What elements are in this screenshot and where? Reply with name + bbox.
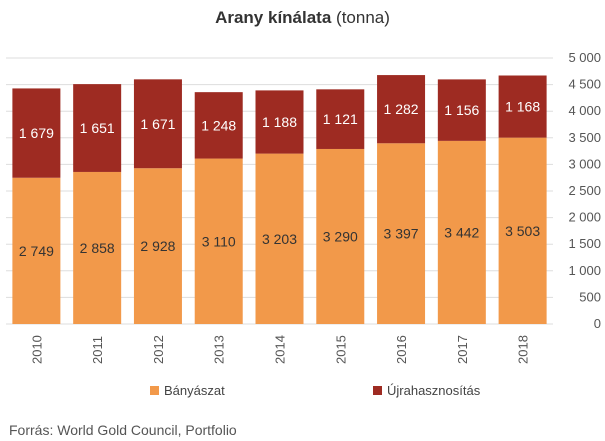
y-tick-label: 1 500 — [568, 236, 601, 251]
bar-segment-mining — [12, 177, 61, 324]
legend-item-mining: Bányászat — [150, 383, 225, 398]
bar-segment-mining — [498, 137, 547, 324]
bar-segment-recycling — [437, 79, 486, 141]
legend-label-recycling: Újrahasznosítás — [387, 383, 481, 398]
legend-swatch-mining — [150, 386, 159, 395]
y-tick-label: 0 — [594, 316, 601, 331]
x-tick-label: 2018 — [516, 335, 531, 364]
data-label-mining: 3 397 — [384, 226, 419, 242]
bar-segment-recycling — [255, 90, 304, 154]
bar-segment-mining — [377, 143, 426, 324]
data-label-recycling: 1 156 — [444, 102, 479, 118]
data-label-mining: 3 290 — [323, 228, 358, 244]
data-label-recycling: 1 188 — [262, 114, 297, 130]
source-note: Forrás: World Gold Council, Portfolio — [9, 422, 237, 438]
x-tick-label: 2012 — [151, 335, 166, 364]
y-tick-label: 2 500 — [568, 183, 601, 198]
bar-segment-recycling — [73, 84, 122, 172]
y-tick-label: 2 000 — [568, 210, 601, 225]
x-tick-label: 2016 — [394, 335, 409, 364]
bar-segment-mining — [316, 148, 365, 324]
bar-segment-recycling — [133, 79, 182, 169]
data-label-mining: 2 749 — [19, 243, 54, 259]
y-tick-label: 3 500 — [568, 130, 601, 145]
bar-segment-recycling — [377, 75, 426, 144]
data-label-recycling: 1 282 — [384, 101, 419, 117]
y-tick-label: 4 500 — [568, 77, 601, 92]
data-label-recycling: 1 651 — [80, 120, 115, 136]
data-label-mining: 2 858 — [80, 240, 115, 256]
x-tick-label: 2011 — [90, 336, 105, 364]
legend-item-recycling: Újrahasznosítás — [373, 383, 480, 398]
data-label-mining: 2 928 — [140, 238, 175, 254]
x-tick-label: 2015 — [333, 335, 348, 364]
y-tick-label: 1 000 — [568, 263, 601, 278]
x-tick-label: 2014 — [273, 335, 288, 364]
data-label-recycling: 1 248 — [201, 117, 236, 133]
data-label-mining: 3 110 — [202, 233, 236, 249]
chart-title-unit: (tonna) — [336, 8, 390, 27]
stacked-bar-chart: 0 500 1 000 1 500 2 000 2 500 3 000 3 500 4 000 4… — [6, 50, 601, 364]
bar-segment-mining — [437, 140, 486, 324]
y-tick-label: 500 — [579, 289, 601, 304]
bar-segment-mining — [255, 153, 304, 324]
x-tick-label: 2013 — [212, 335, 227, 364]
bar-segment-recycling — [316, 89, 365, 149]
bar-segment-mining — [73, 171, 122, 324]
legend-swatch-recycling — [373, 386, 382, 395]
bar-segment-recycling — [498, 75, 547, 138]
data-label-recycling: 1 679 — [19, 125, 54, 141]
data-label-recycling: 1 671 — [140, 116, 175, 132]
data-label-recycling: 1 121 — [323, 111, 358, 127]
data-label-mining: 3 203 — [262, 231, 297, 247]
bar-segment-mining — [194, 158, 243, 324]
legend-label-mining: Bányászat — [164, 383, 225, 398]
bar-segment-mining — [133, 168, 182, 324]
data-label-mining: 3 503 — [505, 223, 540, 239]
chart-title-main: Arany kínálata — [215, 8, 332, 27]
x-tick-label: 2010 — [29, 335, 44, 364]
chart-title: Arany kínálata (tonna) — [0, 8, 605, 28]
data-label-mining: 3 442 — [444, 224, 479, 240]
y-tick-label: 4 000 — [568, 103, 601, 118]
y-tick-label: 5 000 — [568, 50, 601, 65]
data-label-recycling: 1 168 — [505, 99, 540, 115]
chart-legend: Bányászat Újrahasznosítás — [0, 383, 605, 403]
y-tick-label: 3 000 — [568, 156, 601, 171]
bar-segment-recycling — [194, 92, 243, 159]
x-tick-label: 2017 — [455, 335, 470, 364]
bar-segment-recycling — [12, 88, 61, 178]
